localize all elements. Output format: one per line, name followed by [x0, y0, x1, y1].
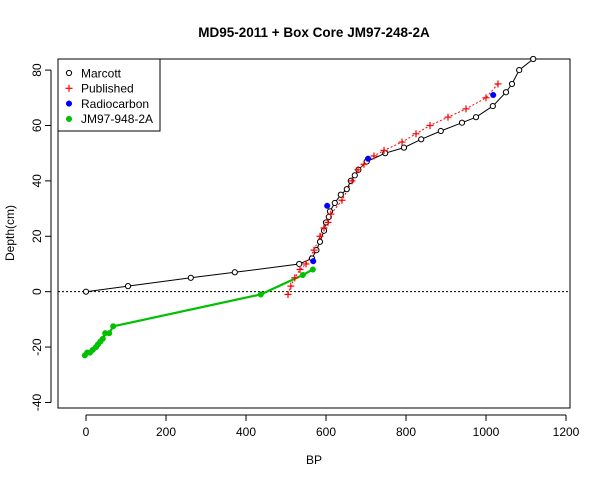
point-marcott: [418, 136, 425, 143]
point-marcott: [296, 260, 303, 268]
y-tick-label: 60: [30, 118, 44, 132]
point-published: [324, 218, 332, 226]
point-published: [444, 113, 452, 121]
point-marcott: [187, 274, 194, 281]
series-line-jm97-948-2a: [83, 268, 314, 357]
y-tick-label: -20: [30, 338, 44, 356]
point-published: [482, 94, 490, 102]
point-marcott: [508, 80, 516, 88]
point-marcott: [337, 191, 344, 198]
point-radiocarbon: [490, 91, 497, 99]
legend-label: Radiocarbon: [81, 97, 149, 111]
chart-title: MD95-2011 + Box Core JM97-248-2A: [198, 25, 430, 40]
x-axis: 0 200 400 600 800 1000 1200: [83, 414, 580, 439]
plot-area: [57, 55, 571, 409]
y-tick-label: 0: [30, 288, 44, 295]
point-published: [302, 260, 310, 268]
point-published: [348, 177, 356, 185]
point-jm97-948-2a: [99, 335, 106, 342]
point-marcott: [458, 119, 466, 126]
point-marcott: [437, 127, 444, 135]
y-tick-label: 80: [30, 63, 44, 77]
point-marcott: [502, 89, 510, 96]
point-published: [462, 105, 470, 113]
y-tick-label: 20: [30, 229, 44, 243]
point-published: [296, 266, 304, 274]
x-tick-label: 800: [396, 425, 416, 439]
y-tick-label: -40: [30, 393, 44, 411]
x-tick-label: 400: [236, 425, 256, 439]
point-marcott: [343, 186, 350, 193]
point-marcott: [82, 288, 90, 295]
x-axis-label: BP: [306, 453, 322, 467]
plot-box: [57, 58, 571, 409]
x-tick-label: 0: [83, 425, 90, 439]
point-published: [327, 210, 335, 218]
legend-symbol: [65, 84, 73, 92]
point-marcott: [489, 102, 496, 110]
point-radiocarbon: [324, 202, 331, 209]
series-line-published: [287, 83, 499, 295]
point-jm97-948-2a: [257, 291, 264, 298]
point-marcott: [316, 238, 324, 245]
point-marcott: [326, 208, 334, 215]
point-marcott: [472, 114, 480, 121]
point-published: [398, 138, 406, 146]
y-axis: -40 -20 0 20 40 60 80: [30, 63, 52, 411]
point-published: [360, 160, 368, 168]
point-published: [354, 166, 362, 174]
point-jm97-948-2a: [110, 323, 117, 330]
point-radiocarbon: [364, 155, 372, 162]
point-jm97-948-2a: [106, 330, 113, 337]
point-published: [338, 196, 346, 204]
legend-symbol: [65, 100, 73, 107]
point-published: [380, 146, 388, 154]
x-tick-label: 200: [156, 425, 176, 439]
series-markers: [81, 55, 537, 359]
point-marcott: [382, 150, 389, 157]
point-published: [287, 282, 295, 290]
point-marcott: [400, 144, 408, 151]
legend-label: JM97-948-2A: [81, 112, 153, 126]
x-tick-label: 1200: [553, 425, 580, 439]
point-published: [291, 274, 299, 282]
point-published: [310, 246, 318, 254]
point-radiocarbon: [310, 258, 317, 265]
point-marcott: [516, 66, 523, 74]
legend-label: Marcott: [81, 66, 122, 80]
point-published: [426, 121, 434, 129]
point-published: [370, 152, 378, 160]
point-published: [320, 224, 328, 232]
y-axis-label: Depth(cm): [3, 205, 17, 261]
point-marcott: [331, 199, 338, 207]
point-marcott: [530, 55, 537, 63]
point-jm97-948-2a: [299, 271, 306, 279]
legend-box: [57, 58, 161, 132]
point-jm97-948-2a: [309, 266, 316, 273]
y-tick-label: 40: [30, 174, 44, 188]
x-tick-label: 1000: [473, 425, 500, 439]
point-published: [284, 290, 292, 298]
legend-symbol: [65, 69, 73, 77]
point-published: [412, 130, 420, 138]
point-published: [494, 80, 502, 88]
x-tick-label: 600: [316, 425, 336, 439]
point-published: [316, 232, 324, 240]
legend-symbol: [65, 115, 73, 122]
legend-label: Published: [81, 82, 134, 96]
point-marcott: [231, 269, 238, 276]
point-marcott: [351, 172, 358, 179]
point-marcott: [124, 283, 132, 290]
